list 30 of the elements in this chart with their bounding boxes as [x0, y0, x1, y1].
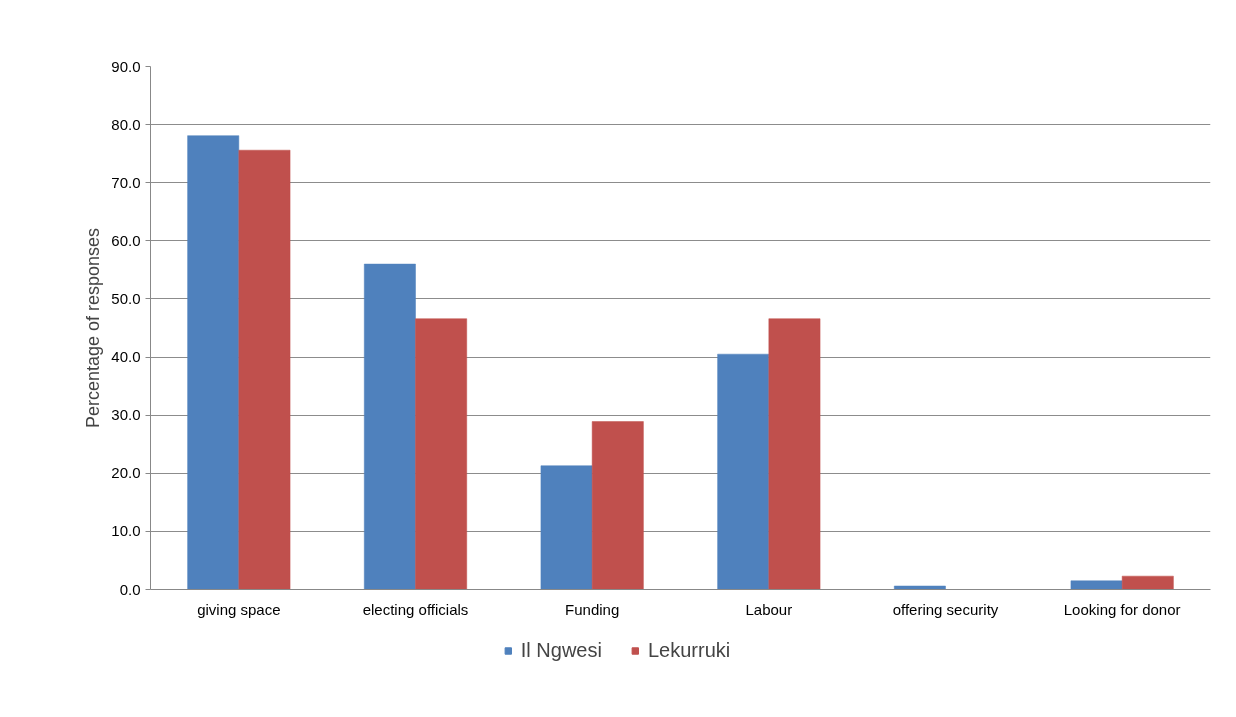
x-tick-label: electing officials — [362, 600, 469, 618]
y-tick-label: 40.0 — [111, 348, 141, 366]
y-tick-label: 90.0 — [111, 57, 141, 75]
y-tick-label: 10.0 — [111, 522, 141, 540]
y-tick-label: 0.0 — [119, 580, 141, 598]
y-axis-title: Percentage of responses — [83, 227, 104, 429]
x-tick-label: Labour — [745, 600, 793, 618]
bar — [238, 149, 291, 590]
y-tick-label: 20.0 — [111, 464, 141, 482]
bar — [591, 421, 644, 590]
x-tick-label: Funding — [565, 600, 620, 618]
bar — [768, 318, 821, 590]
bar — [1121, 575, 1174, 590]
bar — [894, 585, 946, 590]
bar — [717, 353, 770, 590]
x-tick-label: giving space — [197, 600, 281, 618]
y-tick-label: 70.0 — [111, 173, 141, 191]
y-tick-label: 30.0 — [111, 406, 141, 424]
x-tick-label: Looking for donor — [1063, 600, 1181, 618]
y-tick-label: 50.0 — [111, 289, 141, 307]
bar — [540, 465, 593, 590]
bar — [1070, 580, 1123, 590]
bar — [364, 263, 416, 590]
y-tick-label: 80.0 — [111, 115, 141, 133]
legend-label: Lekurruki — [647, 638, 731, 662]
legend-label: Il Ngwesi — [520, 638, 602, 662]
x-tick-label: offering security — [892, 600, 999, 618]
bar — [187, 135, 240, 590]
y-tick-label: 60.0 — [111, 231, 141, 249]
bar — [415, 318, 467, 590]
